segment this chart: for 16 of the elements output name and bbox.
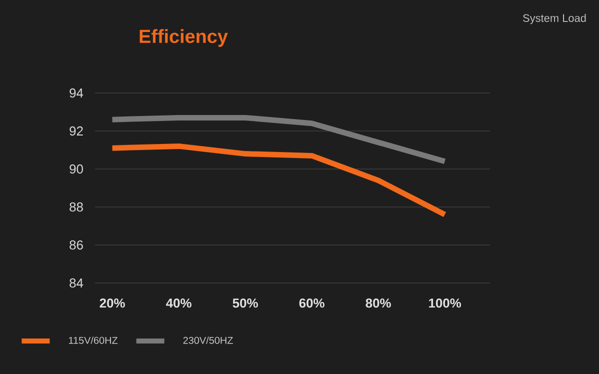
x-tick-label: 60% <box>299 298 324 308</box>
x-tick-label: 50% <box>232 298 258 308</box>
y-tick-label: 92 <box>70 126 83 136</box>
x-tick-label: 40% <box>166 298 192 308</box>
x-tick-label: 20% <box>100 298 125 308</box>
y-tick-label: 90 <box>70 164 83 174</box>
chart-title: Efficiency <box>140 29 228 47</box>
x-tick-label: 100% <box>429 298 462 308</box>
legend-label: 115V/60HZ <box>68 336 118 344</box>
y-tick-label: 94 <box>70 88 84 98</box>
legend-label: 230V/50HZ <box>183 336 233 344</box>
text: System Load <box>523 14 586 24</box>
y-tick-label: 84 <box>70 278 84 288</box>
y-tick-label: 86 <box>70 240 83 250</box>
x-tick-label: 80% <box>366 298 391 308</box>
y-tick-label: 88 <box>70 202 83 212</box>
